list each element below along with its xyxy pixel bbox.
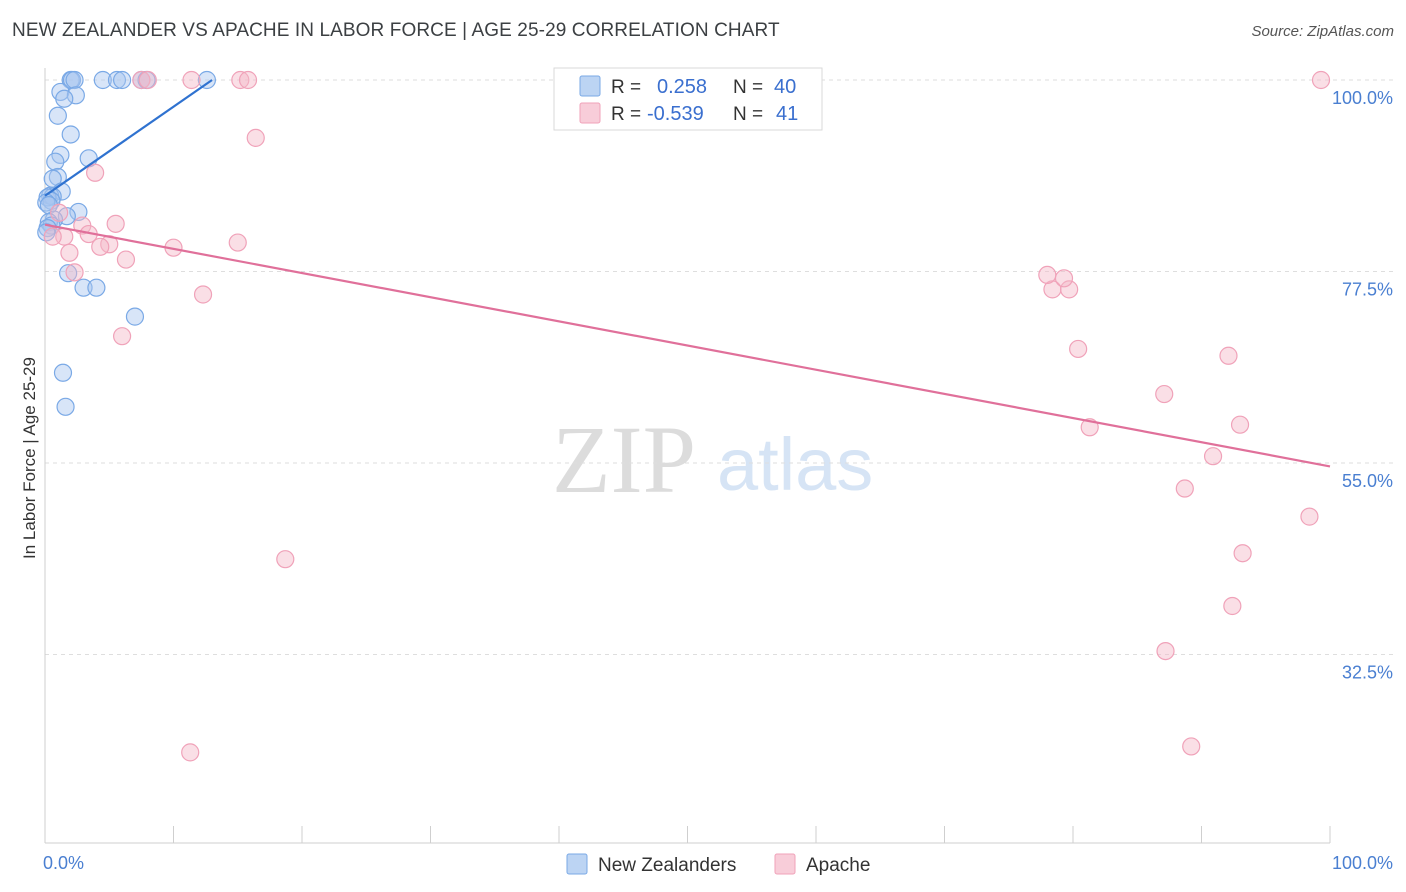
new-zealanders-point-10	[66, 86, 85, 105]
apache-point-16	[91, 237, 110, 256]
chart-source: Source: ZipAtlas.com	[1251, 23, 1394, 40]
gridlines	[45, 79, 1395, 655]
apache-point-27	[1069, 339, 1088, 359]
y-tick-label-0: 100.0%	[1332, 88, 1393, 108]
apache-point-38	[1156, 641, 1175, 661]
y-tick-label-3: 32.5%	[1342, 663, 1393, 683]
apache-point-4	[238, 70, 258, 90]
legend-swatch-apache	[579, 102, 601, 124]
new-zealanders-point-33	[59, 264, 78, 283]
apache-point-26	[1054, 269, 1074, 288]
apache-point-37	[276, 550, 295, 569]
legend-r-value-1: -0.539	[647, 103, 704, 125]
new-zealanders-point-26	[69, 202, 88, 222]
apache-point-9	[106, 214, 125, 233]
legend-n-value-1: 41	[776, 103, 798, 125]
new-zealanders-point-4	[107, 70, 127, 90]
chart-title: NEW ZEALANDER VS APACHE IN LABOR FORCE |…	[12, 20, 780, 41]
new-zealanders-point-38	[56, 397, 75, 416]
legend-n-label-1: N =	[733, 104, 763, 125]
legend-r-label-0: R =	[611, 77, 641, 98]
apache-trend-line	[44, 223, 1331, 468]
trend-lines	[44, 79, 1331, 468]
apache-point-13	[43, 227, 62, 246]
bottom-legend-apache: Apache	[806, 855, 870, 876]
legend-r-value-0: 0.258	[657, 76, 707, 98]
apache-point-6	[246, 128, 265, 147]
apache-point-14	[228, 233, 247, 252]
apache-point-2	[182, 70, 201, 90]
apache-point-40	[1182, 737, 1201, 756]
apache-point-21	[193, 285, 213, 304]
new-zealanders-point-16	[46, 152, 65, 171]
legend: R = 0.258 N = 40 R = -0.539 N = 41	[553, 67, 823, 131]
apache-point-1	[138, 70, 157, 90]
new-zealanders-point-36	[125, 307, 145, 326]
watermark: ZIP atlas	[552, 406, 873, 513]
new-zealanders-point-3	[93, 70, 112, 90]
legend-n-label-0: N =	[733, 77, 763, 98]
new-zealanders-point-37	[53, 363, 73, 382]
apache-point-0	[132, 70, 151, 90]
apache-point-34	[1300, 507, 1319, 526]
legend-n-value-0: 40	[774, 76, 796, 98]
apache-point-3	[231, 70, 250, 90]
new-zealanders-point-13	[61, 125, 80, 144]
apache-point-36	[1223, 596, 1242, 616]
watermark-zip: ZIP	[552, 406, 696, 513]
bottom-legend-swatch-apache	[774, 853, 796, 875]
apache-point-20	[65, 263, 84, 282]
new-zealanders-point-8	[197, 70, 217, 90]
x-tick-label-1: 100.0%	[1332, 853, 1393, 873]
apache-point-31	[1230, 415, 1250, 434]
x-tick-label-0: 0.0%	[43, 853, 84, 873]
y-tick-label-2: 55.0%	[1342, 471, 1393, 491]
apache-point-19	[116, 250, 136, 269]
y-tick-label-1: 77.5%	[1342, 280, 1393, 300]
bottom-legend-swatch-new-zealanders	[566, 853, 588, 875]
apache-point-25	[1060, 280, 1079, 299]
apache-point-22	[112, 327, 132, 346]
apache-point-33	[1175, 479, 1194, 498]
new-zealanders-point-12	[48, 106, 67, 125]
new-zealanders-point-35	[87, 278, 106, 297]
new-zealanders-trend-line	[44, 79, 213, 197]
apache-point-28	[1219, 346, 1238, 365]
apache-point-18	[60, 243, 79, 262]
new-zealanders-point-2	[65, 70, 84, 90]
apache-point-7	[86, 163, 105, 182]
new-zealanders-point-11	[55, 89, 74, 108]
apache-point-39	[181, 743, 200, 762]
apache-point-24	[1038, 265, 1057, 285]
apache-point-8	[50, 203, 69, 222]
apache-point-29	[1155, 384, 1174, 404]
new-zealanders-point-5	[112, 70, 132, 90]
bottom-legend-new-zealanders: New Zealanders	[598, 855, 736, 876]
legend-r-label-1: R =	[611, 104, 641, 125]
bottom-legend: New Zealanders Apache	[566, 853, 870, 876]
y-axis-title: In Labor Force | Age 25-29	[20, 357, 39, 559]
watermark-atlas: atlas	[717, 423, 873, 506]
apache-point-35	[1233, 544, 1252, 563]
new-zealanders-point-34	[74, 278, 93, 297]
apache-point-32	[1203, 447, 1223, 466]
legend-swatch-new-zealanders	[579, 75, 601, 97]
apache-point-5	[1311, 70, 1331, 90]
tick-labels: 100.0% 77.5% 55.0% 32.5% 0.0% 100.0%	[43, 88, 1393, 873]
